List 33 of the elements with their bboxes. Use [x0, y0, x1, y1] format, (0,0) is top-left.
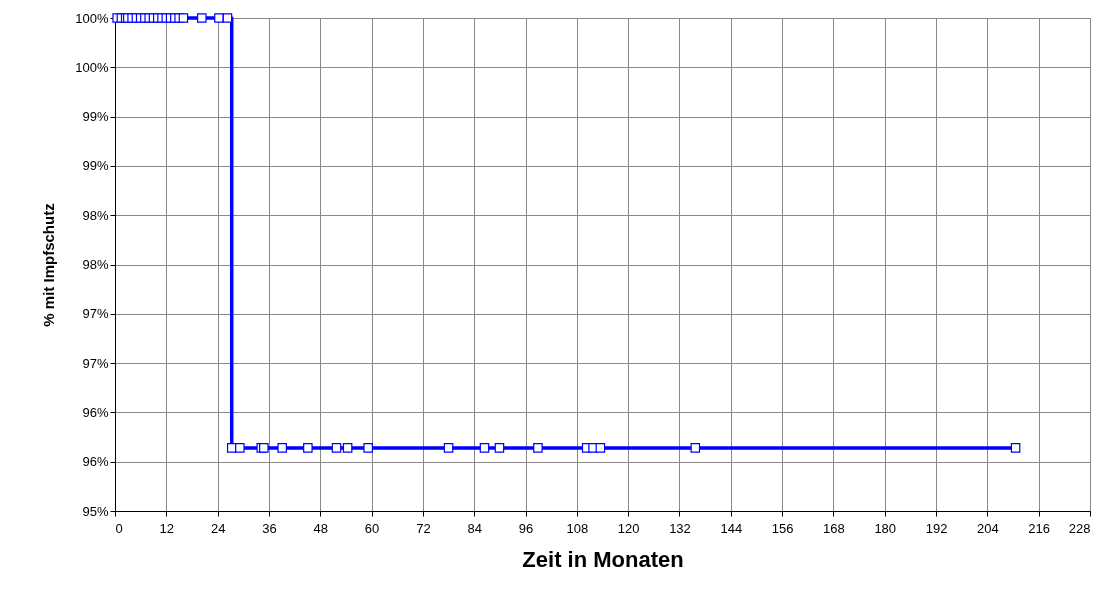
y-tick-label: 98%	[82, 257, 109, 272]
x-tick-label: 36	[262, 520, 277, 536]
y-axis-title: % mit Impfschutz	[40, 203, 58, 327]
x-tick-label: 120	[617, 520, 640, 536]
x-tick-label: 0	[115, 520, 123, 536]
x-tick-label: 204	[977, 520, 999, 536]
x-tick-label: 180	[874, 520, 897, 536]
x-tick-label: 24	[210, 520, 226, 536]
y-tick-label: 96%	[82, 404, 109, 420]
x-tick-label: 72	[416, 520, 431, 536]
y-tick-label: 97%	[82, 306, 109, 322]
y-tick-label: 100%	[75, 10, 109, 26]
x-tick-label: 96	[518, 520, 534, 536]
y-tick-label: 100%	[75, 59, 109, 75]
x-tick-label: 48	[313, 520, 328, 536]
y-tick-label: 97%	[82, 355, 109, 371]
x-tick-label: 12	[159, 520, 175, 536]
x-tick-label: 168	[823, 520, 845, 536]
y-tick-label: 99%	[82, 158, 109, 174]
x-tick-label: 84	[467, 520, 482, 536]
x-tick-label: 132	[669, 520, 691, 536]
y-tick-label: 99%	[82, 109, 109, 125]
y-tick-label: 98%	[82, 207, 109, 223]
x-tick-label: 108	[566, 520, 589, 536]
x-tick-label: 216	[1028, 520, 1051, 536]
x-axis-title: Zeit in Monaten	[522, 546, 684, 572]
x-tick-label: 228	[1068, 520, 1091, 536]
y-tick-label: 96%	[82, 454, 109, 470]
y-tick-label: 95%	[82, 503, 109, 519]
x-tick-label: 156	[771, 520, 794, 536]
x-tick-label: 144	[720, 520, 743, 536]
x-tick-label: 60	[364, 520, 380, 536]
x-tick-label: 192	[925, 520, 948, 536]
